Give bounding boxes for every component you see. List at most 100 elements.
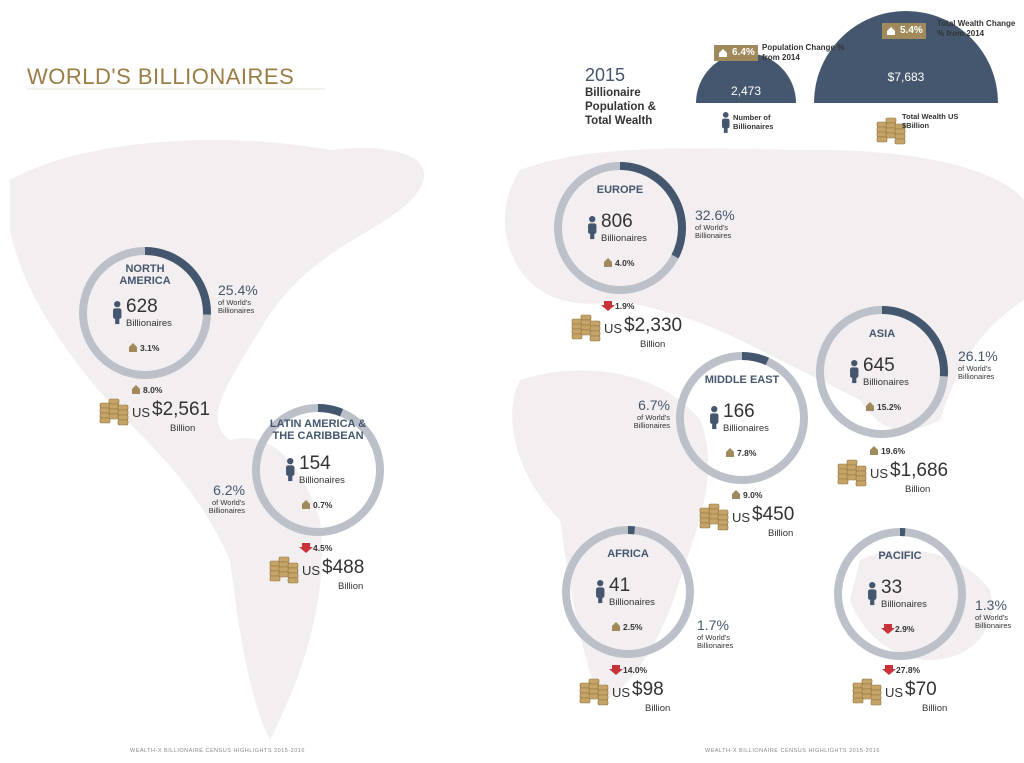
wealth-currency: US	[302, 563, 321, 578]
coin	[117, 409, 129, 416]
billionaire-count: 166	[723, 401, 755, 422]
icon-head	[114, 301, 121, 308]
wealth-value: $2,561	[152, 399, 211, 420]
coin	[699, 522, 711, 529]
wealth-change: 27.8%	[896, 665, 921, 675]
up-icon	[719, 49, 727, 57]
coin	[717, 509, 729, 516]
coin	[287, 562, 299, 569]
share-value: 25.4%	[218, 282, 258, 298]
person-icon	[113, 301, 122, 325]
wealth-unit: Billion	[768, 528, 794, 539]
icon-legs	[288, 472, 293, 482]
wealth-value: $488	[322, 557, 365, 578]
billionaire-count: 33	[881, 577, 903, 598]
coin	[717, 514, 729, 521]
down-icon	[881, 624, 895, 634]
icon-head	[711, 406, 718, 413]
coin	[579, 687, 591, 694]
count-change: 3.1%	[140, 343, 160, 353]
billionaire-count-label: Billionaires	[609, 597, 655, 608]
wealth-label: Total Wealth US $Billion	[902, 112, 959, 130]
coin	[579, 692, 591, 699]
coin	[278, 556, 290, 563]
coin	[870, 684, 882, 691]
person-icon	[850, 360, 859, 384]
coin	[852, 697, 864, 704]
coin	[597, 684, 609, 691]
coin	[846, 469, 858, 476]
billionaire-count: 628	[126, 296, 158, 317]
wealth-currency: US	[612, 685, 631, 700]
down-icon	[882, 665, 896, 675]
map-americas	[10, 140, 425, 740]
share-value: 1.7%	[697, 617, 729, 633]
share-arc	[317, 404, 344, 417]
coin	[717, 524, 729, 531]
down-icon	[609, 665, 623, 675]
share-value: 6.2%	[213, 482, 245, 498]
icon-head	[589, 216, 596, 223]
coin	[99, 417, 111, 424]
coin	[852, 682, 864, 689]
icon-legs	[870, 596, 875, 606]
icon-body	[850, 367, 859, 378]
coin	[580, 324, 592, 331]
coin	[876, 126, 888, 133]
up-icon	[302, 500, 310, 509]
up-icon	[887, 27, 895, 35]
wealth-value: $450	[752, 504, 795, 525]
coin	[278, 566, 290, 573]
coin	[108, 408, 120, 415]
person-icon	[721, 112, 730, 133]
share-caption: of World's Billionaires	[208, 498, 245, 515]
coin	[708, 513, 720, 520]
coin	[588, 688, 600, 695]
coin	[861, 683, 873, 690]
population-label: Number of Billionaires	[733, 113, 774, 131]
coin	[99, 407, 111, 414]
coin	[894, 138, 906, 145]
coin	[870, 699, 882, 706]
billionaire-count: 806	[601, 211, 633, 232]
wealth-currency: US	[604, 321, 623, 336]
region-name: EUROPE	[596, 184, 644, 196]
coin	[287, 577, 299, 584]
coin	[588, 693, 600, 700]
coin	[108, 413, 120, 420]
coin	[870, 689, 882, 696]
wealth-dome	[814, 11, 998, 103]
coin	[269, 560, 281, 567]
share-caption: of World's Billionaires	[218, 298, 255, 315]
person-icon	[588, 216, 597, 240]
coin	[852, 692, 864, 699]
region-name: MIDDLE EAST	[704, 374, 780, 386]
wealth-currency: US	[870, 466, 889, 481]
coin	[287, 567, 299, 574]
map-eurasia	[505, 148, 1024, 431]
coin	[278, 561, 290, 568]
person-icon	[596, 580, 605, 604]
coin	[876, 131, 888, 138]
share-value: 32.6%	[695, 207, 735, 223]
coin	[571, 333, 583, 340]
coin	[708, 508, 720, 515]
coin	[278, 571, 290, 578]
coin	[699, 507, 711, 514]
up-icon	[866, 402, 874, 411]
billionaire-count: 645	[863, 355, 895, 376]
coin	[855, 480, 867, 487]
wealth-change: 19.6%	[881, 446, 906, 456]
person-icon	[286, 458, 295, 482]
billionaire-count-label: Billionaires	[863, 377, 909, 388]
count-change: 2.5%	[623, 622, 643, 632]
coin	[588, 678, 600, 685]
coin	[885, 117, 897, 124]
coin	[571, 328, 583, 335]
wealth-unit: Billion	[640, 339, 666, 350]
icon-head	[287, 458, 294, 465]
coin	[580, 314, 592, 321]
coin	[269, 570, 281, 577]
coin	[699, 517, 711, 524]
region-name: ASIA	[868, 328, 896, 340]
